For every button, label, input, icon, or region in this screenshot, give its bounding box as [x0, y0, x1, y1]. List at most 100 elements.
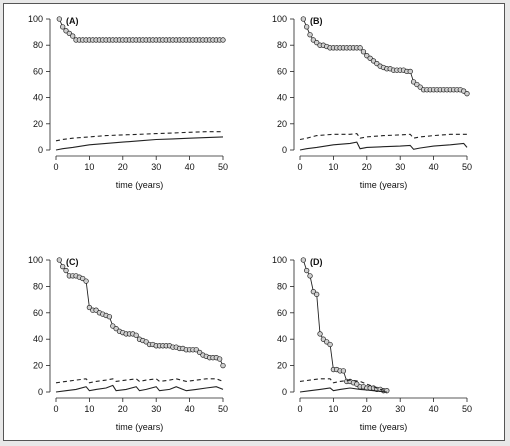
- panel-label-1: (A): [66, 16, 79, 26]
- y-tick-label-2-3: 60: [277, 66, 287, 76]
- x-tick-label-1-5: 50: [218, 162, 228, 172]
- x-tick-label-1-2: 20: [118, 162, 128, 172]
- point-4-0-0: [300, 257, 306, 263]
- series-line-2-0: [302, 18, 468, 95]
- y-tick-label-4-0: 0: [282, 387, 287, 397]
- point-3-0-49: [220, 362, 226, 369]
- x-tick-label-3-2: 20: [118, 404, 128, 414]
- y-tick-label-3-1: 20: [33, 361, 43, 371]
- x-tick-label-1-1: 10: [84, 162, 94, 172]
- y-tick-label-1-0: 0: [38, 145, 43, 155]
- y-axis-1: 0 20 40 60 80 100: [28, 14, 51, 155]
- series-line-1-0: [58, 18, 223, 41]
- y-tick-label-1-4: 80: [33, 40, 43, 50]
- series-dashed-3-1: [55, 378, 224, 384]
- x-tick-label-4-4: 40: [429, 404, 439, 414]
- x-axis-title-2: time (years): [360, 180, 408, 190]
- y-tick-label-3-3: 60: [33, 308, 43, 318]
- point-4-0-5: [317, 331, 323, 337]
- x-tick-label-3-0: 0: [53, 404, 58, 414]
- point-2-0-1: [304, 24, 310, 30]
- x-tick-label-4-0: 0: [297, 404, 302, 414]
- point-2-0-0: [300, 16, 306, 22]
- y-tick-label-1-5: 100: [28, 14, 43, 24]
- point-3-0-15: [106, 314, 113, 320]
- x-tick-label-1-3: 30: [151, 162, 161, 172]
- x-tick-label-2-3: 30: [395, 162, 405, 172]
- y-tick-label-3-5: 100: [28, 255, 43, 265]
- point-1-0-4: [70, 33, 76, 39]
- series-solid-4-2: [299, 387, 387, 393]
- point-2-0-32: [407, 68, 413, 75]
- x-tick-label-4-2: 20: [362, 404, 372, 414]
- panel-label-2: (B): [310, 16, 323, 26]
- panel-label-4: (D): [310, 257, 323, 267]
- y-tick-label-4-2: 40: [277, 334, 287, 344]
- x-axis-title-4: time (years): [360, 422, 408, 432]
- y-tick-label-2-1: 20: [277, 119, 287, 129]
- series-solid-3-2: [55, 384, 224, 393]
- point-4-0-8: [327, 341, 333, 348]
- point-3-0-48: [217, 356, 223, 362]
- point-3-0-8: [83, 278, 89, 284]
- point-1-0-1: [60, 24, 66, 30]
- x-tick-label-3-5: 50: [218, 404, 228, 414]
- x-tick-label-4-5: 50: [462, 404, 472, 414]
- x-tick-label-1-0: 0: [53, 162, 58, 172]
- x-tick-label-1-4: 40: [185, 162, 195, 172]
- x-tick-label-2-0: 0: [297, 162, 302, 172]
- point-3-0-2: [63, 267, 69, 274]
- point-2-0-17: [357, 45, 363, 51]
- point-3-0-0: [56, 257, 62, 263]
- x-axis-1: 0 10 20 30 40 50 time (years): [53, 155, 228, 190]
- y-tick-label-3-4: 80: [33, 281, 43, 291]
- point-3-0-23: [133, 332, 139, 338]
- point-1-0-49: [220, 37, 226, 43]
- panel-2: 0 20 40 60 80 100 0 10 20 30 40 50 time (years) (B): [272, 14, 472, 190]
- point-1-0-0: [56, 16, 62, 22]
- x-tick-label-4-3: 30: [395, 404, 405, 414]
- y-tick-label-1-2: 40: [33, 93, 43, 103]
- x-tick-label-3-3: 30: [151, 404, 161, 414]
- series-dashed-4-1: [299, 378, 387, 392]
- point-4-0-12: [340, 368, 347, 374]
- y-tick-label-3-2: 40: [33, 334, 43, 344]
- x-tick-label-3-4: 40: [185, 404, 195, 414]
- series-dashed-1-1: [55, 131, 223, 142]
- panel-1: 0 20 40 60 80 100 0 10 20 30 40 50 time (years) (A): [28, 14, 228, 190]
- y-tick-label-1-1: 20: [33, 119, 43, 129]
- x-tick-label-4-1: 10: [328, 404, 338, 414]
- y-tick-label-2-0: 0: [282, 145, 287, 155]
- y-axis-3: 0 20 40 60 80 100: [28, 255, 51, 397]
- x-tick-label-2-5: 50: [462, 162, 472, 172]
- point-2-0-2: [307, 32, 313, 38]
- y-tick-label-4-4: 80: [277, 281, 287, 291]
- panel-4: 0 20 40 60 80 100 0 10 20 30 40 50 time (years) (D): [272, 255, 472, 432]
- point-3-0-1: [60, 263, 66, 270]
- figure-frame: 0 20 40 60 80 100 0 10 20 30 40 50 time (years) (A) 0 2…: [3, 3, 505, 441]
- point-4-0-2: [307, 273, 313, 279]
- y-tick-label-4-5: 100: [272, 255, 287, 265]
- series-dashed-2-1: [299, 133, 467, 141]
- point-4-0-4: [314, 291, 320, 297]
- x-tick-label-2-2: 20: [362, 162, 372, 172]
- series-solid-2-2: [299, 141, 468, 151]
- x-tick-label-3-1: 10: [84, 404, 94, 414]
- series-solid-1-2: [55, 136, 224, 151]
- x-axis-3: 0 10 20 30 40 50 time (years): [53, 397, 228, 432]
- y-tick-label-2-4: 80: [277, 40, 287, 50]
- x-tick-label-2-1: 10: [328, 162, 338, 172]
- y-tick-label-4-1: 20: [277, 361, 287, 371]
- point-4-0-1: [304, 267, 310, 274]
- y-axis-4: 0 20 40 60 80 100: [272, 255, 295, 397]
- x-axis-2: 0 10 20 30 40 50 time (years): [297, 155, 472, 190]
- point-2-0-18: [360, 49, 367, 55]
- y-tick-label-2-5: 100: [272, 14, 287, 24]
- point-2-0-49: [464, 91, 470, 97]
- x-tick-label-2-4: 40: [429, 162, 439, 172]
- x-axis-title-1: time (years): [116, 180, 164, 190]
- panel-3: 0 20 40 60 80 100 0 10 20 30 40 50 time (years) (C): [28, 255, 228, 432]
- x-axis-title-3: time (years): [116, 422, 164, 432]
- y-tick-label-3-0: 0: [38, 387, 43, 397]
